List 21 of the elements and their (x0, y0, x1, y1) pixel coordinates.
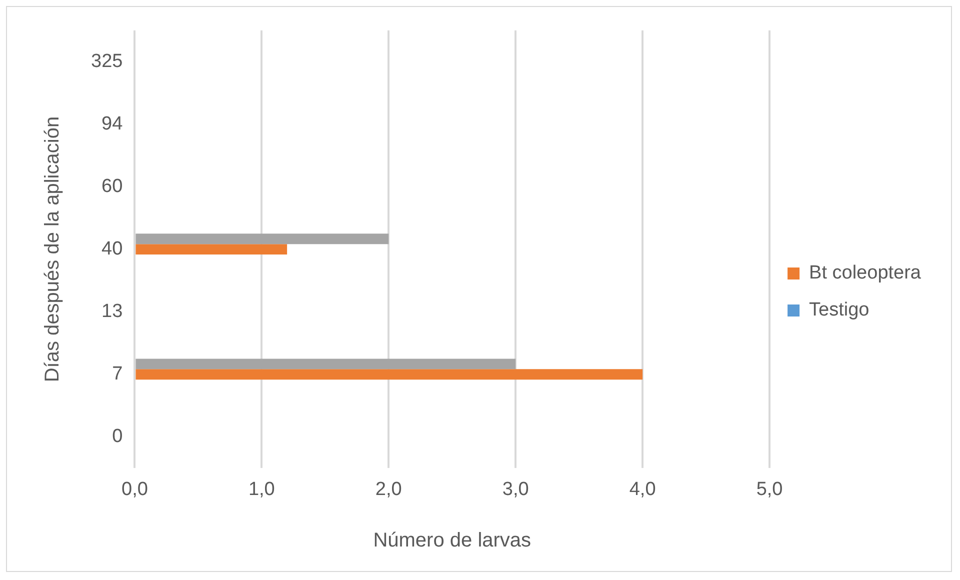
y-tick-label: 13 (102, 301, 123, 322)
y-tick-label: 60 (102, 176, 123, 197)
x-tick-label: 5,0 (756, 478, 783, 500)
y-tick-label: 0 (112, 426, 123, 448)
bar (136, 244, 288, 255)
bar (136, 234, 389, 244)
y-tick-label: 325 (91, 50, 123, 72)
x-axis-title: Número de larvas (373, 530, 532, 552)
x-tick-label: 0,0 (121, 478, 148, 500)
x-tick-label: 2,0 (375, 478, 402, 500)
bar (136, 358, 516, 370)
y-axis-title: Días después de la aplicación (42, 116, 64, 382)
legend-label: Testigo (809, 300, 870, 321)
legend-label: Bt coleoptera (809, 262, 922, 284)
y-tick-label: 40 (102, 238, 123, 260)
x-tick-label: 4,0 (629, 478, 656, 500)
y-tick-label: 7 (112, 364, 123, 385)
bar (136, 369, 643, 380)
x-tick-label: 1,0 (248, 478, 275, 500)
x-tick-label: 3,0 (502, 478, 529, 500)
y-tick-label: 94 (102, 113, 124, 134)
